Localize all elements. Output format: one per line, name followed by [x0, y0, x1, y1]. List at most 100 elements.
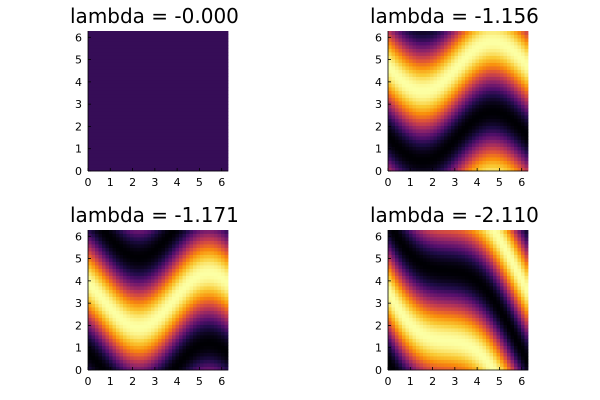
heatmap-cell: [468, 146, 473, 151]
x-tick-label: 6: [218, 375, 225, 388]
heatmap-cell: [388, 352, 392, 357]
heatmap-cell: [91, 342, 96, 346]
heatmap-cell: [444, 38, 448, 42]
heatmap-cell: [95, 34, 99, 39]
heatmap-cell: [182, 104, 187, 109]
heatmap-cell: [465, 153, 469, 158]
heatmap-cell: [458, 31, 462, 35]
heatmap-cell: [507, 80, 511, 84]
heatmap-cell: [133, 275, 138, 280]
heatmap-cell: [133, 164, 138, 168]
heatmap-cell: [172, 83, 176, 88]
heatmap-cell: [182, 240, 187, 245]
heatmap-cell: [444, 52, 448, 56]
heatmap-cell: [168, 314, 173, 318]
heatmap-cell: [137, 118, 141, 123]
heatmap-cell: [217, 265, 222, 269]
heatmap-cell: [168, 303, 173, 308]
heatmap-cell: [95, 303, 99, 308]
heatmap-cell: [102, 328, 106, 332]
heatmap-cell: [465, 101, 469, 105]
heatmap-cell: [517, 83, 522, 88]
heatmap-cell: [402, 167, 406, 172]
heatmap-cell: [196, 48, 201, 53]
heatmap-cell: [116, 73, 120, 77]
y-tick-label: 3: [75, 98, 82, 111]
heatmap-cell: [119, 258, 124, 262]
heatmap-cell: [409, 34, 413, 39]
heatmap-cell: [105, 356, 110, 360]
heatmap-cell: [144, 233, 148, 238]
heatmap-cell: [109, 300, 113, 304]
heatmap-cell: [133, 136, 138, 140]
heatmap-cell: [447, 41, 452, 46]
heatmap-cell: [458, 146, 462, 151]
heatmap-cell: [175, 258, 180, 262]
heatmap-cell: [200, 282, 204, 287]
heatmap-cell: [88, 97, 92, 102]
heatmap-cell: [151, 48, 155, 53]
heatmap-cell: [196, 41, 201, 46]
heatmap-cell: [130, 254, 134, 259]
heatmap-cell: [189, 244, 194, 248]
heatmap-cell: [440, 76, 445, 81]
heatmap-cell: [510, 62, 515, 67]
heatmap-cell: [123, 286, 127, 290]
heatmap-cell: [140, 363, 145, 367]
heatmap-cell: [388, 111, 392, 116]
heatmap-cell: [147, 328, 152, 332]
heatmap-cell: [140, 167, 145, 172]
heatmap-cell: [186, 310, 190, 315]
heatmap-cell: [214, 94, 218, 98]
heatmap-cell: [175, 296, 180, 301]
heatmap-cell: [402, 125, 406, 130]
heatmap-cell: [210, 251, 215, 255]
heatmap-cell: [391, 244, 396, 248]
heatmap-cell: [224, 164, 229, 168]
heatmap-cell: [203, 87, 208, 91]
heatmap-cell: [437, 118, 441, 123]
heatmap-cell: [175, 153, 180, 158]
heatmap-cell: [151, 153, 155, 158]
heatmap-cell: [186, 345, 190, 350]
heatmap-cell: [179, 352, 183, 357]
heatmap-cell: [102, 324, 106, 329]
heatmap-cell: [172, 139, 176, 144]
heatmap-cell: [161, 272, 166, 276]
heatmap-cell: [510, 69, 515, 74]
heatmap-cell: [388, 150, 392, 154]
heatmap-cell: [521, 143, 525, 147]
heatmap-cell: [486, 125, 490, 130]
heatmap-cell: [458, 45, 462, 49]
heatmap-cell: [214, 45, 218, 49]
x-tick-label: 1: [107, 375, 114, 388]
heatmap-cell: [182, 90, 187, 95]
heatmap-cell: [454, 80, 459, 84]
heatmap-cell: [133, 321, 138, 325]
heatmap-cell: [193, 335, 197, 339]
heatmap-cell: [105, 261, 110, 266]
heatmap-cell: [133, 310, 138, 315]
heatmap-cell: [112, 342, 117, 346]
heatmap-cell: [214, 261, 218, 266]
heatmap-cell: [207, 282, 211, 287]
heatmap-cell: [175, 87, 180, 91]
heatmap-cell: [95, 328, 99, 332]
heatmap-cell: [151, 164, 155, 168]
heatmap-cell: [161, 251, 166, 255]
heatmap-cell: [116, 338, 120, 343]
heatmap-cell: [479, 143, 483, 147]
heatmap-cell: [217, 237, 222, 241]
heatmap-cell: [416, 125, 420, 130]
heatmap-cell: [203, 125, 208, 130]
heatmap-cell: [175, 83, 180, 88]
heatmap-cell: [493, 108, 497, 112]
heatmap-cell: [119, 279, 124, 283]
heatmap-cell: [140, 286, 145, 290]
heatmap-cell: [203, 139, 208, 144]
heatmap-cell: [398, 118, 403, 123]
heatmap-cell: [196, 279, 201, 283]
heatmap-cell: [409, 62, 413, 67]
heatmap-cell: [193, 83, 197, 88]
heatmap-cell: [165, 335, 169, 339]
